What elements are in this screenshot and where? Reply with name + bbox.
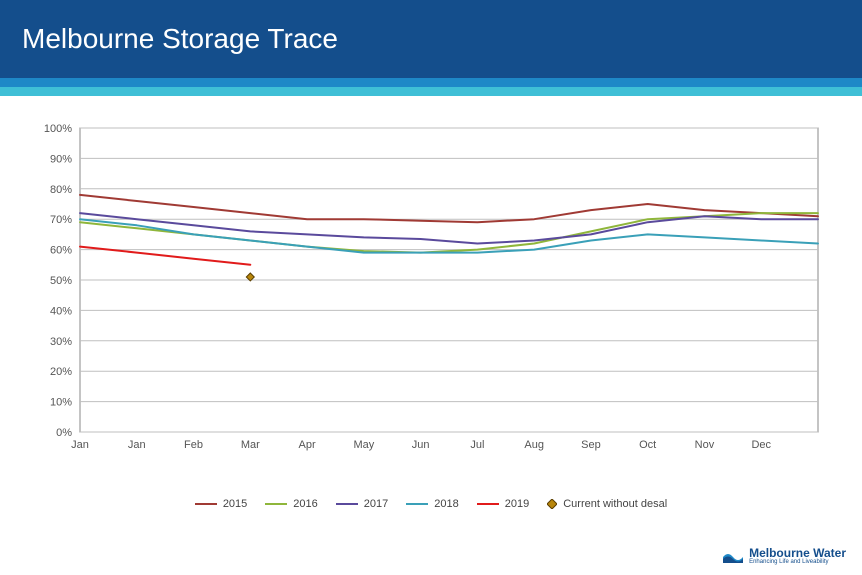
x-tick-label: Oct: [639, 439, 656, 451]
x-tick-label: Dec: [751, 439, 771, 451]
legend-label: Current without desal: [563, 498, 667, 510]
chart-legend: 2015 2016 2017 2018 2019 Current without desa…: [32, 498, 830, 510]
legend-swatch: [195, 503, 217, 505]
legend-label: 2018: [434, 498, 458, 510]
legend-item: 2019: [477, 498, 529, 510]
legend-item: 2016: [265, 498, 317, 510]
accent-band: [0, 78, 862, 96]
y-tick-label: 60%: [50, 245, 72, 257]
x-tick-label: Apr: [299, 439, 316, 451]
y-tick-label: 30%: [50, 336, 72, 348]
x-tick-label: Jun: [412, 439, 430, 451]
legend-item: Current without desal: [547, 498, 667, 510]
x-tick-label: May: [353, 439, 374, 451]
legend-label: 2015: [223, 498, 247, 510]
y-tick-label: 100%: [44, 123, 72, 135]
legend-swatch: [336, 503, 358, 505]
legend-item: 2017: [336, 498, 388, 510]
diamond-icon: [547, 499, 557, 509]
legend-swatch: [477, 503, 499, 505]
legend-label: 2016: [293, 498, 317, 510]
legend-item: 2018: [406, 498, 458, 510]
y-tick-label: 10%: [50, 397, 72, 409]
x-tick-label: Sep: [581, 439, 601, 451]
y-tick-label: 80%: [50, 184, 72, 196]
y-tick-label: 90%: [50, 153, 72, 165]
legend-label: 2019: [505, 498, 529, 510]
x-tick-label: Jan: [128, 439, 146, 451]
legend-swatch: [406, 503, 428, 505]
x-tick-label: Jan: [71, 439, 89, 451]
x-tick-label: Aug: [524, 439, 544, 451]
logo-brand: Melbourne Water: [749, 547, 846, 559]
legend-item: 2015: [195, 498, 247, 510]
header: Melbourne Storage Trace: [0, 0, 862, 78]
x-tick-label: Jul: [470, 439, 484, 451]
x-tick-label: Mar: [241, 439, 260, 451]
legend-swatch: [265, 503, 287, 505]
storage-chart: 0% 10% 20% 30% 40% 50% 60% 70% 80% 90% 100% Jan Jan F…: [32, 120, 830, 510]
brand-logo: Melbourne Water Enhancing Life and Livea…: [723, 547, 846, 565]
x-tick-label: Nov: [695, 439, 715, 451]
page-title: Melbourne Storage Trace: [22, 23, 338, 55]
y-tick-label: 0%: [56, 427, 72, 439]
legend-label: 2017: [364, 498, 388, 510]
y-tick-label: 20%: [50, 366, 72, 378]
wave-icon: [723, 549, 743, 563]
chart-svg: 0% 10% 20% 30% 40% 50% 60% 70% 80% 90% 100% Jan Jan F…: [32, 120, 830, 480]
x-tick-label: Feb: [184, 439, 203, 451]
y-tick-label: 40%: [50, 305, 72, 317]
y-tick-label: 70%: [50, 214, 72, 226]
y-tick-label: 50%: [50, 275, 72, 287]
